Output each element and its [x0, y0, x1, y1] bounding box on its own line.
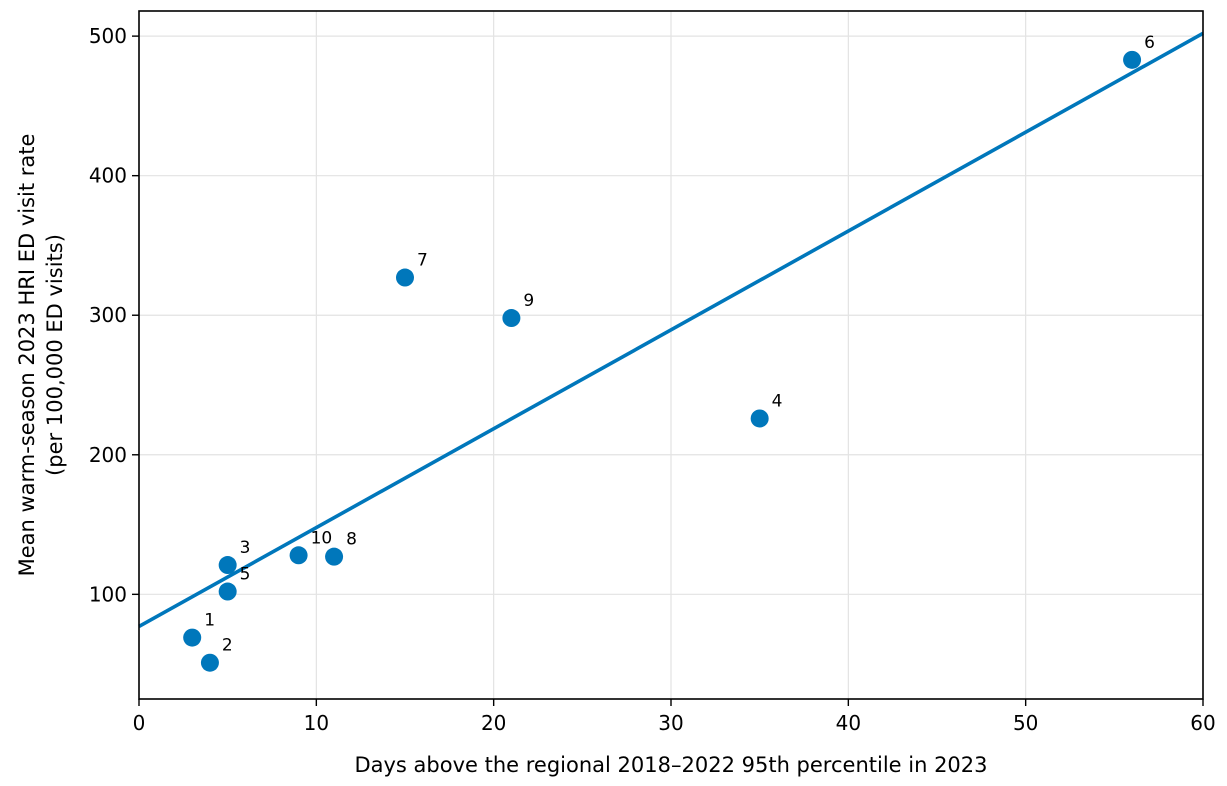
x-tick-label: 10 [304, 711, 329, 735]
x-axis-ticks: 0 10 20 30 40 50 60 [133, 699, 1216, 735]
x-tick-label: 20 [481, 711, 506, 735]
data-point-label: 1 [204, 611, 215, 631]
data-point [289, 546, 308, 565]
data-point [750, 409, 769, 428]
data-point-label: 5 [240, 565, 251, 585]
data-point-label: 8 [346, 530, 357, 550]
data-point [325, 547, 344, 566]
y-axis-label: Mean warm-season 2023 HRI ED visit rate … [15, 134, 67, 577]
y-tick-label: 200 [89, 443, 127, 467]
point-labels: 12 3 4 5 6 7 8 9 10 [204, 33, 1155, 656]
x-tick-label: 60 [1190, 711, 1215, 735]
data-point-label: 4 [772, 391, 783, 411]
fit-line [138, 31, 1204, 629]
data-point-label: 9 [523, 291, 534, 311]
y-axis-label-line2: (per 100,000 ED visits) [43, 234, 67, 476]
x-axis-label: Days above the regional 2018–2022 95th p… [354, 753, 987, 777]
data-points [183, 50, 1142, 672]
y-axis-label-line1: Mean warm-season 2023 HRI ED visit rate [15, 134, 39, 577]
data-point-label: 7 [417, 251, 428, 271]
y-tick-label: 100 [89, 582, 127, 606]
data-point [502, 309, 521, 328]
data-point [396, 268, 414, 287]
data-point-label: 2 [222, 636, 233, 656]
data-point-label: 10 [311, 528, 333, 548]
data-point-label: 3 [240, 538, 251, 558]
data-point [1123, 50, 1142, 69]
y-tick-label: 300 [89, 303, 127, 327]
x-tick-label: 0 [133, 711, 146, 735]
y-axis-ticks: 100 200 300 400 500 [89, 24, 139, 606]
x-tick-label: 40 [836, 711, 861, 735]
data-point [183, 628, 202, 647]
x-tick-label: 50 [1013, 711, 1038, 735]
fit-line-group [138, 31, 1204, 629]
data-point [218, 582, 237, 601]
y-tick-label: 500 [89, 24, 127, 48]
data-point [200, 653, 219, 672]
data-point [218, 556, 237, 575]
x-tick-label: 30 [658, 711, 683, 735]
grid [138, 11, 1204, 699]
y-tick-label: 400 [89, 164, 127, 188]
data-point-label: 6 [1144, 33, 1155, 53]
